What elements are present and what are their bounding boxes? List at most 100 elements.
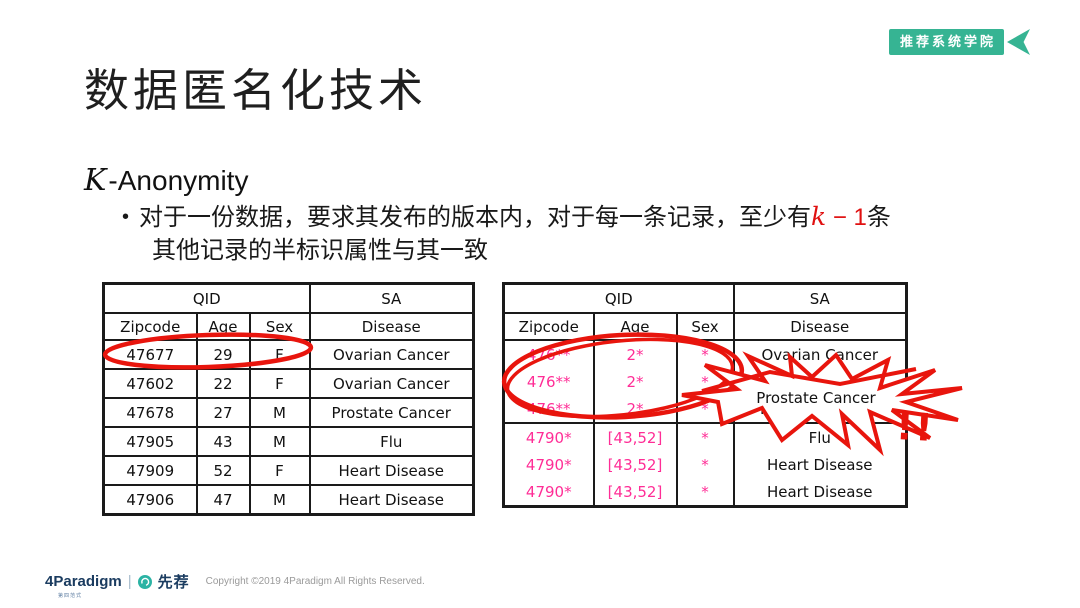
table-cell: [43,52] xyxy=(592,478,678,507)
table-cell: 29 xyxy=(195,339,251,370)
table-cell: 2* xyxy=(592,340,678,368)
table-cell: 4790* xyxy=(502,423,595,451)
table-cell: Heart Disease xyxy=(732,478,908,507)
heading-rest: -Anonymity xyxy=(108,165,249,196)
table-row: 47909 52 F Heart Disease xyxy=(102,455,475,486)
column-header: Sex xyxy=(248,312,311,341)
table-row: Zipcode Age Sex Disease xyxy=(502,312,908,341)
logo-divider: | xyxy=(127,573,132,590)
table-cell: 47677 xyxy=(102,339,198,370)
table-cell: Heart Disease xyxy=(732,451,908,478)
table-row: 47678 27 M Prostate Cancer xyxy=(102,397,475,428)
badge-arrow-icon xyxy=(1007,29,1030,55)
formula-rest: − 1 xyxy=(826,204,867,231)
table-cell: M xyxy=(248,426,311,457)
formula-k: k xyxy=(811,202,827,231)
table-row: 4790* [43,52] * Flu xyxy=(502,423,908,451)
table-cell: Ovarian Cancer xyxy=(732,340,908,368)
table-cell: * xyxy=(675,423,735,451)
table-row: QID SA xyxy=(502,282,908,314)
table-cell: F xyxy=(248,455,311,486)
table-cell: 476** xyxy=(502,395,595,423)
badge-label: 推荐系统学院 xyxy=(888,29,1004,55)
column-header: Zipcode xyxy=(502,312,595,341)
page-title: 数据匿名化技术 xyxy=(84,65,428,116)
table-cell: Ovarian Cancer xyxy=(732,368,908,395)
table-cell: Ovarian Cancer xyxy=(308,368,475,399)
table-cell: 47905 xyxy=(102,426,198,457)
table-cell: 47602 xyxy=(102,368,198,399)
table-row: 47677 29 F Ovarian Cancer xyxy=(102,339,475,370)
table-cell: 476** xyxy=(502,368,595,395)
column-header: Age xyxy=(592,312,678,341)
table-row: 47602 22 F Ovarian Cancer xyxy=(102,368,475,399)
table-cell: Flu xyxy=(732,423,908,451)
k-minus-1-formula: k − 1 xyxy=(811,202,867,231)
logo-text: 4Paradigm xyxy=(45,573,122,590)
original-data-table: QID SA Zipcode Age Sex Disease 47677 29 F O… xyxy=(102,282,475,516)
section-heading: K-Anonymity xyxy=(84,163,248,198)
table-row: 47905 43 M Flu xyxy=(102,426,475,457)
table-cell: * xyxy=(675,340,735,368)
table-cell: M xyxy=(248,484,311,516)
table-cell: F xyxy=(248,339,311,370)
table-cell: 47 xyxy=(195,484,251,516)
table-cell: 47678 xyxy=(102,397,198,428)
table-cell: Ovarian Cancer xyxy=(308,339,475,370)
copyright-text: Copyright ©2019 4Paradigm All Rights Res… xyxy=(205,576,425,587)
table-cell: 2* xyxy=(592,368,678,395)
table-cell: F xyxy=(248,368,311,399)
table-cell: Heart Disease xyxy=(308,455,475,486)
table-cell: * xyxy=(675,368,735,395)
sa-group-header: SA xyxy=(308,282,475,314)
table-cell: 27 xyxy=(195,397,251,428)
bullet-line1-suffix: 条 xyxy=(866,204,891,231)
table-cell: Prostate Cancer xyxy=(732,395,908,423)
table-row: 47906 47 M Heart Disease xyxy=(102,484,475,516)
corner-badge: 推荐系统学院 xyxy=(888,29,1030,55)
table-cell: 47906 xyxy=(102,484,198,516)
table-cell: [43,52] xyxy=(592,451,678,478)
logo-4paradigm: 4Paradigm 第四范式 xyxy=(45,573,122,599)
column-header: Age xyxy=(195,312,251,341)
company-logo: 4Paradigm 第四范式 | 先荐 xyxy=(45,571,190,599)
table-cell: Flu xyxy=(308,426,475,457)
table-cell: * xyxy=(675,395,735,423)
qid-group-header: QID xyxy=(502,282,735,314)
heading-k: K xyxy=(84,163,107,198)
column-header: Disease xyxy=(308,312,475,341)
table-row: 476** 2* * Prostate Cancer xyxy=(502,395,908,423)
column-header: Zipcode xyxy=(102,312,198,341)
table-cell: 476** xyxy=(502,340,595,368)
bullet-line2: 其他记录的半标识属性与其一致 xyxy=(152,237,488,264)
exclamation-marks: !! xyxy=(894,404,936,450)
table-cell: [43,52] xyxy=(592,423,678,451)
column-header: Disease xyxy=(732,312,908,341)
footer: 4Paradigm 第四范式 | 先荐 Copyright ©2019 4Para… xyxy=(45,571,425,599)
table-cell: * xyxy=(675,478,735,507)
bullet-line1-prefix: 对于一份数据，要求其发布的版本内，对于每一条记录，至少有 xyxy=(139,204,812,231)
table-row: QID SA xyxy=(102,282,475,314)
table-cell: M xyxy=(248,397,311,428)
bullet-marker: • xyxy=(122,206,130,228)
table-cell: 4790* xyxy=(502,451,595,478)
xianjian-logo-icon xyxy=(137,574,152,589)
table-row: 476** 2* * Ovarian Cancer xyxy=(502,368,908,395)
logo-subtext: 第四范式 xyxy=(58,593,83,599)
bullet-text: • 对于一份数据，要求其发布的版本内，对于每一条记录，至少有k − 1条 其他记录… xyxy=(122,200,891,267)
table-cell: 43 xyxy=(195,426,251,457)
column-header: Sex xyxy=(675,312,735,341)
table-cell: Prostate Cancer xyxy=(308,397,475,428)
table-cell: 22 xyxy=(195,368,251,399)
logo-brand: 先荐 xyxy=(157,574,190,591)
table-row: 476** 2* * Ovarian Cancer xyxy=(502,340,908,368)
table-cell: Heart Disease xyxy=(308,484,475,516)
table-cell: 52 xyxy=(195,455,251,486)
table-cell: 47909 xyxy=(102,455,198,486)
sa-group-header: SA xyxy=(732,282,908,314)
table-row: 4790* [43,52] * Heart Disease xyxy=(502,478,908,507)
table-row: Zipcode Age Sex Disease xyxy=(102,312,475,341)
table-row: 4790* [43,52] * Heart Disease xyxy=(502,451,908,478)
table-cell: * xyxy=(675,451,735,478)
